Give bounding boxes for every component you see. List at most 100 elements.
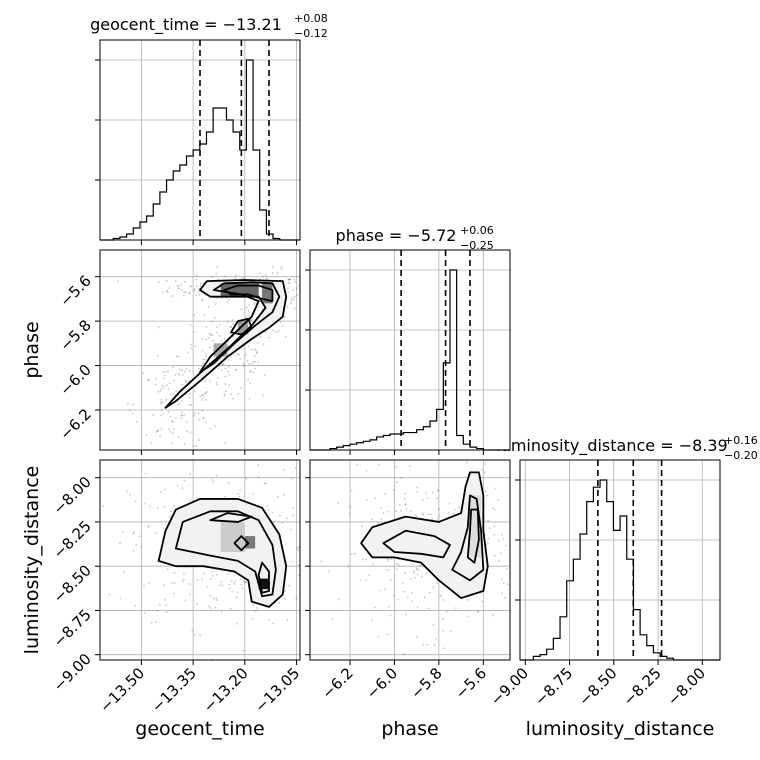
sample-point [159, 402, 162, 405]
sample-point [380, 518, 383, 521]
panel-phase-phase [305, 249, 511, 455]
sample-point [497, 499, 499, 502]
sample-point [201, 298, 204, 301]
sample-point [499, 552, 502, 555]
sample-point [184, 380, 187, 383]
sample-point [215, 303, 217, 305]
sample-point [224, 442, 227, 444]
sample-point [162, 377, 165, 380]
sample-point [240, 277, 243, 280]
panel-border [99, 459, 301, 661]
sample-point [281, 325, 283, 328]
sample-point [365, 558, 367, 561]
sample-point [122, 530, 125, 533]
sample-point [131, 403, 134, 406]
sample-point [223, 393, 226, 395]
sample-point [209, 595, 212, 597]
sample-point [418, 568, 420, 571]
sample-point [199, 285, 202, 288]
sample-point [248, 362, 250, 365]
sample-point [268, 336, 271, 339]
sample-point [183, 414, 186, 416]
sample-point [190, 343, 193, 346]
sample-point [404, 492, 407, 495]
sample-point [230, 580, 233, 582]
sample-point [165, 604, 168, 607]
sample-point [453, 508, 456, 511]
sample-point [223, 337, 226, 340]
sample-point [361, 558, 364, 561]
sample-point [250, 369, 252, 372]
sample-point [428, 591, 431, 594]
sample-point [390, 558, 393, 561]
sample-point [377, 635, 380, 638]
title-phase: phase = −5.72 [336, 226, 457, 245]
sample-point [199, 395, 202, 398]
sample-point [216, 377, 219, 379]
title-luminosity-distance: luminosity_distance = −8.39 [496, 436, 727, 456]
sample-point [286, 306, 289, 309]
sample-point [253, 302, 256, 305]
sample-point [264, 482, 267, 485]
sample-point [210, 607, 212, 609]
sample-point [493, 554, 496, 557]
sample-point [271, 272, 274, 274]
contour-line [257, 561, 270, 594]
sample-point [207, 337, 210, 339]
sample-point [393, 594, 395, 597]
sample-point [204, 392, 206, 395]
sample-point [201, 409, 204, 412]
sample-point [199, 634, 202, 637]
contour-line [199, 281, 281, 374]
sample-point [212, 339, 215, 342]
sample-point [284, 590, 287, 592]
sample-point [236, 591, 239, 594]
sample-point [171, 295, 174, 297]
sample-point [172, 366, 174, 369]
sample-point [421, 575, 423, 578]
sample-point [178, 402, 181, 405]
sample-point [247, 378, 249, 381]
sample-point [493, 533, 496, 536]
sample-point [283, 493, 285, 496]
sample-point [201, 337, 204, 340]
sample-point [166, 289, 168, 292]
sample-point [276, 272, 279, 274]
sample-point [491, 614, 494, 617]
contour-line [233, 535, 250, 552]
sample-point [209, 427, 212, 430]
sample-point [180, 417, 183, 420]
sample-point [265, 504, 268, 507]
sample-point [162, 386, 165, 389]
sample-point [196, 285, 198, 288]
sample-point [437, 488, 440, 491]
sample-point [180, 283, 182, 286]
panel-border [309, 249, 511, 451]
sample-point [224, 383, 227, 385]
sample-point [368, 574, 371, 577]
sample-point [246, 360, 249, 362]
panel-contents [102, 464, 300, 660]
sample-point [426, 497, 429, 499]
sample-point [167, 410, 170, 413]
sample-point [380, 507, 383, 509]
sample-point [195, 278, 198, 281]
sample-point [180, 414, 183, 417]
sample-point [498, 560, 500, 563]
sample-point [162, 584, 165, 587]
sample-point [249, 319, 252, 322]
sample-point [416, 568, 418, 571]
sample-point [365, 579, 368, 582]
sample-point [436, 517, 439, 520]
sample-point [157, 391, 160, 393]
sample-point [223, 495, 226, 498]
sample-point [338, 598, 340, 601]
sample-point [256, 309, 259, 312]
sample-point [438, 515, 441, 517]
sample-point [283, 316, 286, 318]
sample-point [356, 463, 358, 466]
contour-line [382, 529, 451, 559]
sample-point [215, 381, 218, 384]
sample-point [194, 345, 197, 348]
sample-point [193, 289, 196, 292]
